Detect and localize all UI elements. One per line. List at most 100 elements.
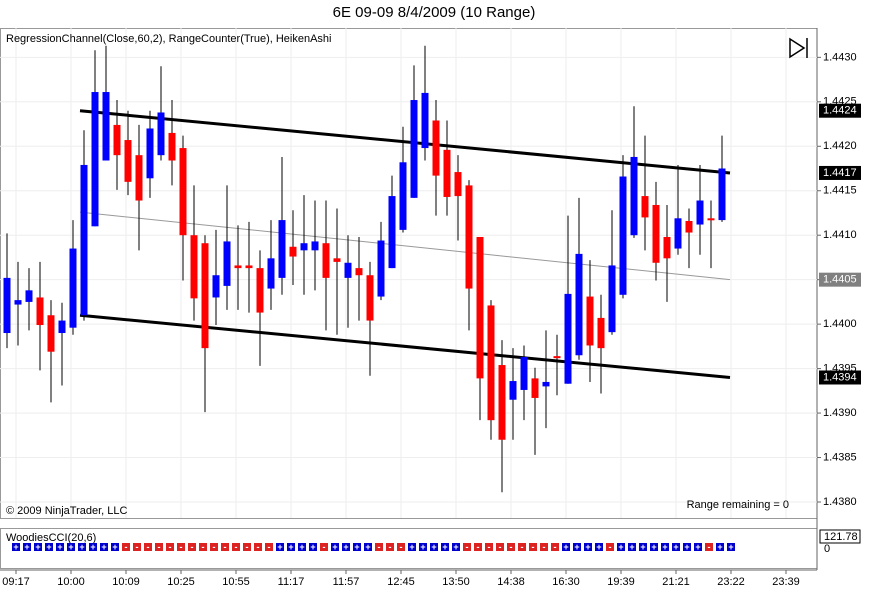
cci-sign-box: [584, 543, 592, 551]
cci-sign-box: [188, 543, 196, 551]
candle-body: [168, 132, 176, 161]
x-tick-label: 12:45: [387, 576, 415, 588]
x-tick-label: 11:57: [333, 576, 360, 588]
y-tick-label: 1.4385: [823, 451, 857, 463]
cci-sign-box: [529, 543, 537, 551]
price-marker-box: [819, 272, 861, 287]
candle-body: [3, 277, 11, 334]
cci-sign-box: [221, 543, 229, 551]
cci-sign: +: [409, 542, 414, 552]
candle-body: [179, 148, 187, 236]
price-marker-box: [819, 370, 861, 385]
cci-sign-box: [342, 543, 350, 551]
candle-body: [14, 300, 22, 305]
candle-body: [300, 243, 308, 251]
cci-sign: -: [235, 542, 238, 552]
candle-body: [663, 236, 671, 259]
candle-body: [509, 381, 517, 400]
candle-body: [531, 378, 539, 398]
candle-body: [630, 156, 638, 236]
cci-sign: -: [125, 542, 128, 552]
cci-value: 121.78: [824, 531, 858, 543]
candle-body: [652, 204, 660, 263]
cci-sign-box: [606, 543, 614, 551]
candle-body: [69, 248, 77, 328]
cci-sign-box: [474, 543, 482, 551]
candle-body: [443, 149, 451, 197]
cci-sign-box: [562, 543, 570, 551]
cci-sign-box: [177, 543, 185, 551]
cci-sign-box: [12, 543, 20, 551]
y-tick-label: 1.4390: [823, 407, 857, 419]
candle-body: [47, 315, 55, 352]
cci-sign: +: [574, 542, 579, 552]
cci-sign-box: [463, 543, 471, 551]
cci-sign-box: [298, 543, 306, 551]
candle-body: [223, 241, 231, 286]
cci-sign-box: [210, 543, 218, 551]
candle-body: [476, 236, 484, 379]
cci-sign-box: [452, 543, 460, 551]
cci-sign: +: [728, 542, 733, 552]
x-tick-label: 23:39: [772, 576, 800, 588]
cci-sign: -: [378, 542, 381, 552]
cci-sign: +: [343, 542, 348, 552]
cci-sign-box: [232, 543, 240, 551]
cci-sign: +: [453, 542, 458, 552]
cci-sign: +: [431, 542, 436, 552]
cci-sign-box: [243, 543, 251, 551]
candle-body: [157, 112, 165, 156]
cci-sign-box: [78, 543, 86, 551]
candle-body: [432, 120, 440, 176]
candle-body: [333, 258, 341, 262]
candle-body: [696, 200, 704, 225]
cci-sign: -: [246, 542, 249, 552]
cci-sign-box: [694, 543, 702, 551]
candle-body: [190, 235, 198, 299]
candle-body: [575, 253, 583, 356]
cci-sign: -: [147, 542, 150, 552]
cci-sign: -: [543, 542, 546, 552]
cci-sign: +: [563, 542, 568, 552]
cci-sign-box: [133, 543, 141, 551]
candle-body: [355, 268, 363, 276]
candle-body: [410, 100, 418, 198]
play-icon[interactable]: [789, 37, 806, 59]
candle-body: [454, 172, 462, 197]
cci-sign-box: [166, 543, 174, 551]
cci-zero: 0: [824, 543, 830, 555]
regression-lower: [79, 313, 731, 379]
cci-sign-box: [518, 543, 526, 551]
x-tick-label: 09:17: [2, 576, 30, 588]
candle-body: [619, 176, 627, 295]
play-button[interactable]: [789, 37, 808, 59]
cci-sign: -: [554, 542, 557, 552]
candle-body: [146, 128, 154, 179]
cci-sign-box: [199, 543, 207, 551]
cci-sign-box: [628, 543, 636, 551]
cci-sign: -: [224, 542, 227, 552]
cci-sign: +: [585, 542, 590, 552]
price-marker-box: [819, 165, 861, 180]
candle-body: [487, 305, 495, 421]
price-marker-label: 1.4417: [823, 167, 857, 179]
cci-sign: -: [400, 542, 403, 552]
cci-sign-box: [34, 543, 42, 551]
cci-sign-box: [155, 543, 163, 551]
cci-sign-box: [650, 543, 658, 551]
candle-body: [91, 92, 99, 227]
candle-body: [608, 265, 616, 333]
cci-sign: +: [13, 542, 18, 552]
cci-sign-box: [672, 543, 680, 551]
candle-body: [311, 241, 319, 251]
cci-sign: +: [288, 542, 293, 552]
cci-sign: +: [35, 542, 40, 552]
copyright: © 2009 NinjaTrader, LLC: [6, 505, 127, 517]
x-tick-label: 11:17: [278, 576, 305, 588]
candle-body: [465, 185, 473, 289]
cci-sign: +: [695, 542, 700, 552]
x-tick-label: 10:09: [112, 576, 140, 588]
cci-sign-box: [276, 543, 284, 551]
cci-sign: +: [684, 542, 689, 552]
x-tick-label: 14:38: [497, 576, 525, 588]
